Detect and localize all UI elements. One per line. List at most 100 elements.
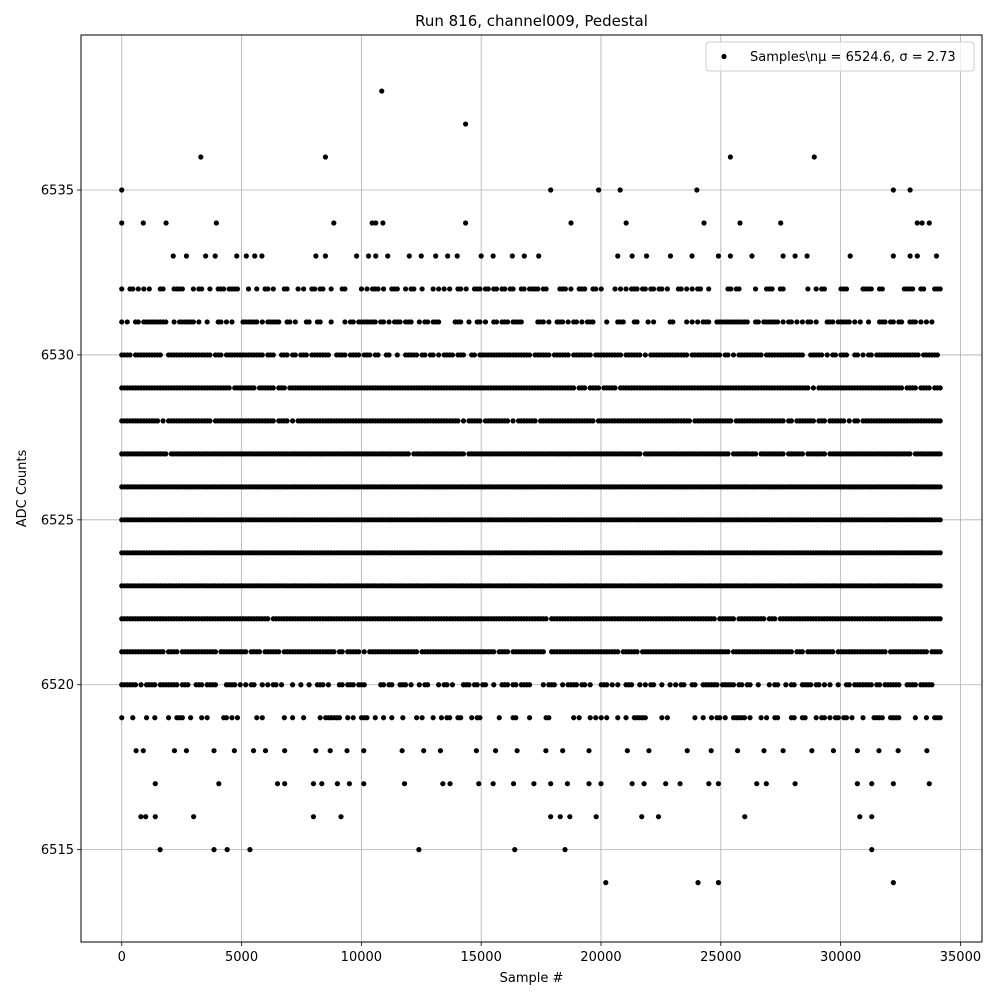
legend: Samples\nμ = 6524.6, σ = 2.73	[705, 41, 975, 72]
data-point	[207, 286, 213, 292]
data-point	[254, 319, 260, 325]
data-point	[810, 385, 817, 391]
data-point	[634, 286, 640, 292]
data-point	[546, 352, 552, 358]
data-point	[445, 253, 451, 259]
data-point	[755, 319, 761, 325]
data-point	[816, 682, 822, 688]
data-point	[152, 814, 158, 820]
data-point	[273, 682, 279, 688]
data-point	[518, 319, 524, 325]
data-point	[907, 187, 913, 193]
data-point	[221, 286, 227, 292]
data-point	[659, 682, 665, 688]
data-point	[637, 352, 643, 358]
data-point	[642, 715, 648, 721]
data-point	[313, 748, 319, 754]
data-point	[617, 187, 623, 193]
data-point	[937, 550, 943, 556]
data-point	[196, 319, 202, 325]
data-point	[854, 352, 861, 358]
data-point	[912, 715, 918, 721]
data-point	[492, 748, 499, 754]
data-point	[317, 715, 323, 721]
data-point	[473, 748, 479, 754]
data-point	[328, 319, 334, 325]
data-point	[380, 715, 387, 721]
data-point	[336, 715, 343, 721]
data-point	[783, 682, 789, 688]
data-point	[830, 649, 836, 655]
data-point	[163, 451, 169, 457]
data-point	[152, 781, 158, 787]
data-point	[659, 715, 665, 721]
data-point	[791, 715, 797, 721]
data-point	[436, 352, 442, 358]
data-point	[513, 715, 519, 721]
data-point	[794, 319, 800, 325]
data-point	[259, 352, 265, 358]
data-point	[763, 715, 770, 721]
data-point	[138, 682, 144, 688]
data-point	[650, 319, 657, 325]
data-point	[289, 682, 296, 688]
data-point	[868, 286, 874, 292]
data-point	[565, 319, 571, 325]
data-point	[325, 352, 332, 358]
data-point	[281, 715, 287, 721]
data-point	[319, 781, 325, 787]
data-point	[548, 781, 554, 787]
data-point	[811, 154, 817, 160]
data-point	[140, 220, 146, 226]
data-point	[775, 682, 781, 688]
data-point	[809, 748, 815, 754]
data-point	[405, 451, 411, 457]
data-point	[799, 649, 806, 655]
data-point	[766, 682, 772, 688]
data-point	[353, 253, 360, 259]
data-point	[843, 286, 850, 292]
data-point	[466, 682, 472, 688]
data-point	[615, 682, 621, 688]
data-point	[447, 715, 453, 721]
data-point	[303, 352, 309, 358]
data-point	[526, 715, 533, 721]
data-point	[717, 715, 723, 721]
data-point	[808, 319, 814, 325]
data-point	[852, 319, 858, 325]
data-point	[629, 781, 635, 787]
data-point	[400, 715, 406, 721]
data-point	[697, 286, 704, 292]
data-point	[741, 715, 748, 721]
data-point	[929, 319, 935, 325]
data-point	[895, 748, 901, 754]
data-point	[890, 781, 896, 787]
data-point	[141, 286, 147, 292]
data-point	[896, 682, 902, 688]
data-point	[232, 682, 238, 688]
data-point	[397, 319, 403, 325]
data-point	[937, 616, 943, 622]
data-point	[624, 748, 630, 754]
data-point	[706, 781, 712, 787]
data-point	[926, 220, 932, 226]
data-point	[287, 319, 293, 325]
y-tick-label: 6525	[41, 513, 74, 528]
data-point	[394, 352, 400, 358]
data-point	[708, 715, 715, 721]
data-point	[830, 319, 836, 325]
chart-title: Run 816, channel009, Pedestal	[415, 12, 648, 30]
plot-frame	[80, 34, 983, 943]
legend-box	[705, 41, 975, 72]
y-tick-label: 6520	[41, 678, 74, 693]
data-point	[361, 781, 367, 787]
data-point	[860, 352, 866, 358]
data-point	[152, 715, 158, 721]
data-point	[761, 616, 767, 622]
data-point	[310, 781, 317, 787]
data-point	[490, 253, 496, 259]
data-point	[256, 649, 263, 655]
data-point	[655, 814, 662, 820]
data-point	[846, 418, 852, 424]
